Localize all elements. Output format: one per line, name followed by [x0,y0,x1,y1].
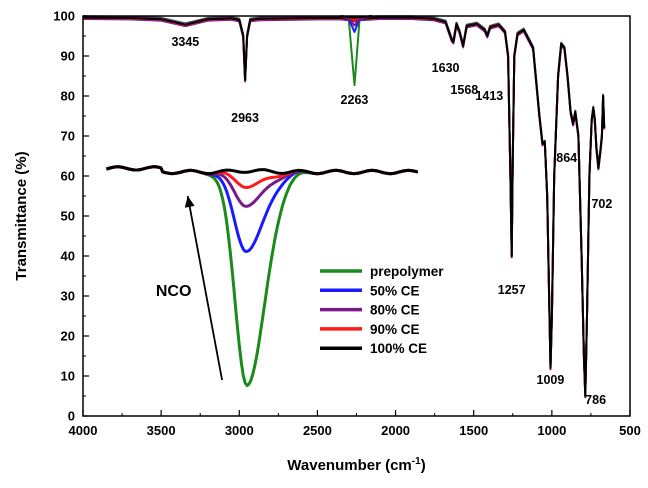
annotation-arrow-head [184,196,195,208]
y-tick-label: 70 [61,129,75,144]
y-tick-label: 40 [61,249,75,264]
x-axis-label-tail: ) [421,457,426,474]
peak-label: 702 [591,197,612,211]
inset-curve [106,165,419,208]
y-tick-label: 30 [61,289,75,304]
x-axis-label: Wavenumber (cm-1) [287,456,425,474]
spectrum-line [82,15,606,397]
peak-label: 864 [556,151,577,165]
y-tick-label: 50 [61,209,75,224]
legend-label: 100% CE [370,341,427,356]
spectrum-line [82,17,606,398]
y-tick-label: 10 [61,369,75,384]
legend-label: 50% CE [370,283,420,298]
curves-layer [82,15,606,399]
annotation-nco: NCO [156,283,192,300]
y-tick-label: 100 [53,9,75,24]
peak-label: 3345 [171,35,199,49]
peak-label: 1009 [537,373,565,387]
x-axis-label-main: Wavenumber (cm [287,457,411,474]
x-tick-label: 2000 [381,423,410,438]
peak-region-line [340,15,373,19]
x-tick-label: 3000 [225,423,254,438]
y-axis-label: Transmittance (%) [13,151,30,280]
y-tick-label: 60 [61,169,75,184]
annotation-arrow-shaft [186,195,223,381]
legend-label: prepolymer [370,264,444,279]
peak-label: 1257 [498,283,526,297]
legend-label: 80% CE [370,303,420,318]
peak-label: 2263 [341,93,369,107]
x-tick-label: 500 [619,423,641,438]
legend-label: 90% CE [370,322,420,337]
axes-layer: 4000 3500 3000 2500 2000 1500 1000 500 0 10 20 30 40… [53,9,641,439]
peak-label: 1413 [475,89,503,103]
peak-label: 1630 [432,61,460,75]
peak-label: 786 [585,393,606,407]
inset-layer [106,165,419,387]
inset-curve [106,165,419,176]
y-tick-label: 80 [61,89,75,104]
x-tick-label: 4000 [69,423,98,438]
spectrum-line [82,16,606,397]
spectrum-line [82,15,606,396]
x-tick-label: 1500 [459,423,488,438]
legend: prepolymer 50% CE 80% CE 90% CE 100% CE [320,264,444,356]
x-tick-label: 2500 [303,423,332,438]
y-tick-label: 0 [68,409,75,424]
annotations-layer: NCO [156,195,223,381]
y-tick-label: 90 [61,49,75,64]
y-tick-label: 20 [61,329,75,344]
peak-label: 1568 [450,83,478,97]
peak-label: 2963 [231,111,259,125]
x-tick-label: 3500 [147,423,176,438]
spectrum-line [82,18,606,399]
x-axis-label-superscript: -1 [412,456,421,467]
x-tick-label: 1000 [537,423,566,438]
